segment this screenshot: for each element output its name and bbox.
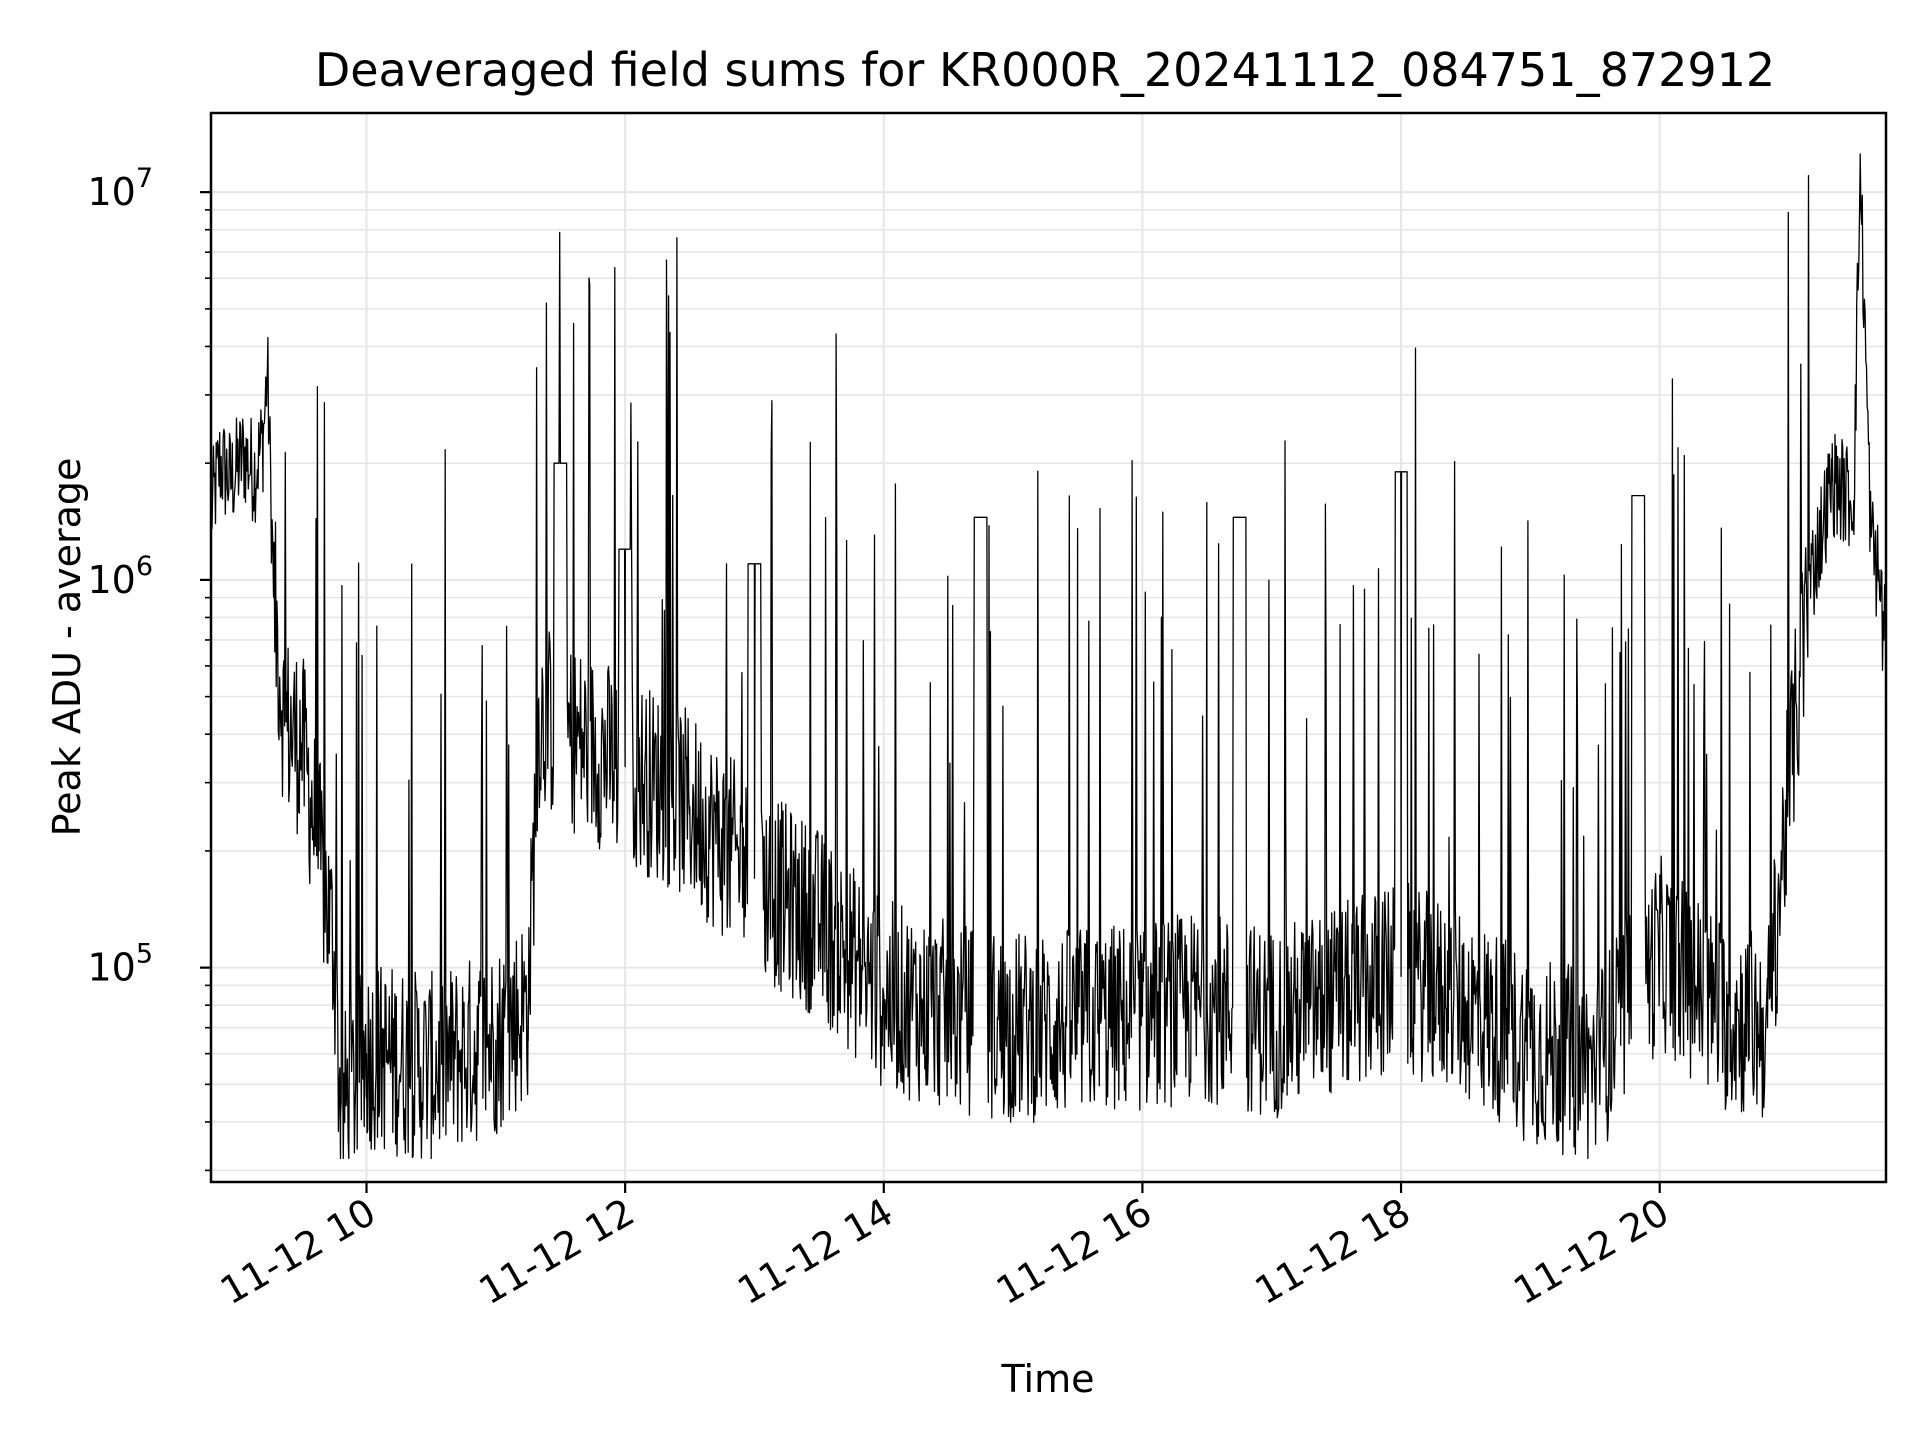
y-tick-label: 105 bbox=[87, 939, 153, 990]
plot-frame bbox=[209, 111, 1888, 1184]
chart-title: Deaveraged field sums for KR000R_2024111… bbox=[315, 43, 1775, 97]
y-axis-label: Peak ADU - average bbox=[45, 458, 89, 837]
series-line bbox=[211, 153, 1886, 1160]
data-line bbox=[211, 153, 1886, 1160]
y-tick-label: 107 bbox=[87, 163, 153, 214]
grid bbox=[211, 113, 1886, 1182]
y-tick-label: 106 bbox=[87, 551, 153, 602]
x-axis-label: Time bbox=[1001, 1357, 1095, 1401]
